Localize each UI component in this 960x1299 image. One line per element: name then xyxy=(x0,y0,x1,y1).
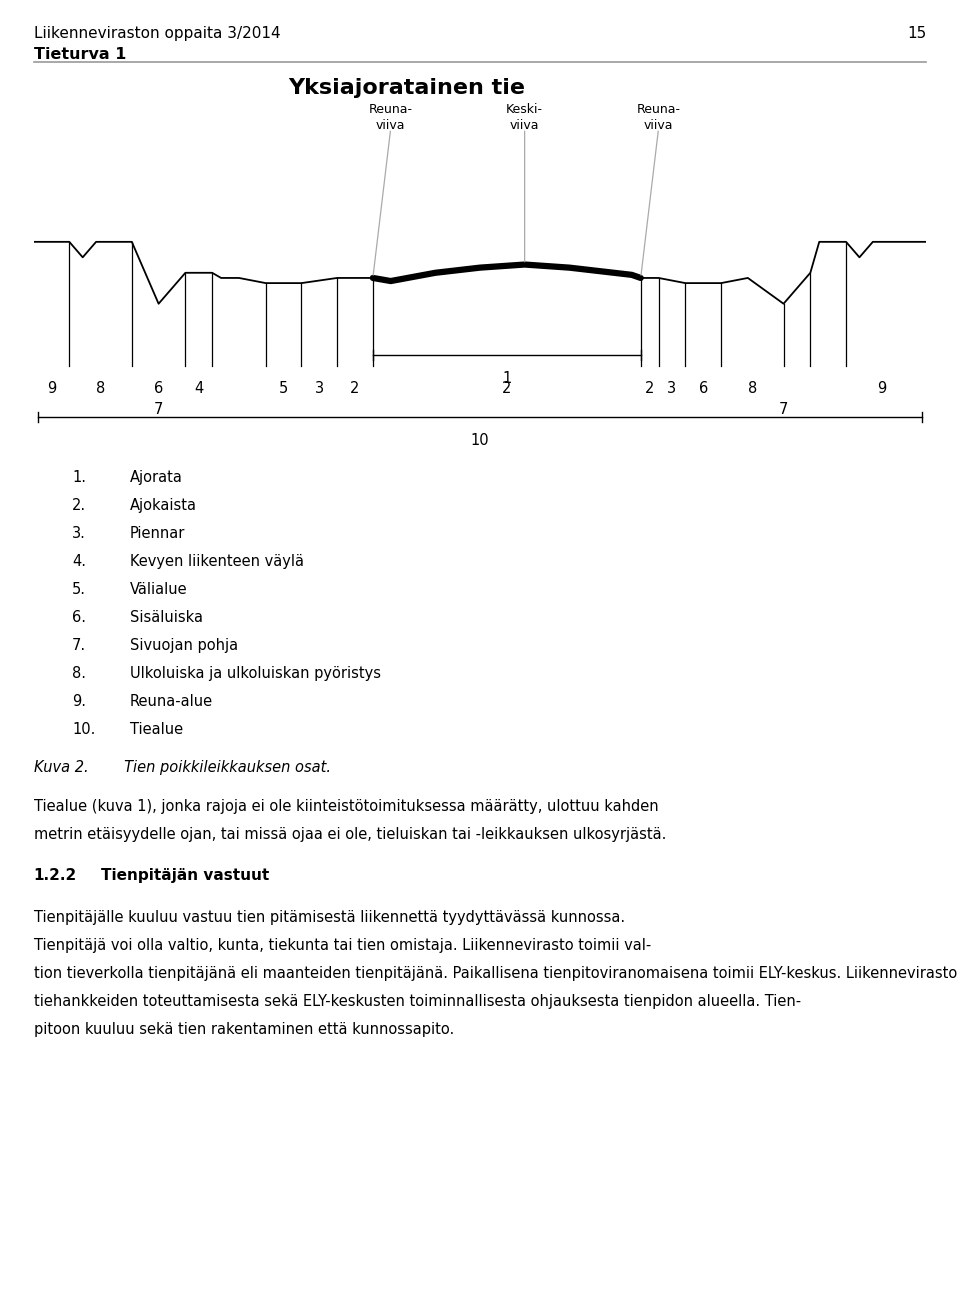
Text: Reuna-alue: Reuna-alue xyxy=(130,694,213,709)
Text: 1.2.2: 1.2.2 xyxy=(34,868,77,883)
Text: 2: 2 xyxy=(645,381,655,396)
Text: 1: 1 xyxy=(502,370,512,386)
Text: 8: 8 xyxy=(748,381,756,396)
Text: 9: 9 xyxy=(47,381,56,396)
Text: 10.: 10. xyxy=(72,721,95,737)
Text: 2: 2 xyxy=(502,381,512,396)
Text: 10: 10 xyxy=(470,433,490,448)
Text: Tienpitäjän vastuut: Tienpitäjän vastuut xyxy=(101,868,269,883)
Text: 6: 6 xyxy=(154,381,163,396)
Text: 5: 5 xyxy=(279,381,288,396)
Text: 2.: 2. xyxy=(72,498,86,513)
Text: 15: 15 xyxy=(907,26,926,42)
Text: Kevyen liikenteen väylä: Kevyen liikenteen väylä xyxy=(130,553,303,569)
Text: Ajokaista: Ajokaista xyxy=(130,498,197,513)
Text: Liikenneviraston oppaita 3/2014: Liikenneviraston oppaita 3/2014 xyxy=(34,26,280,42)
Text: Reuna-
viiva: Reuna- viiva xyxy=(636,103,681,131)
Text: Yksiajoratainen tie: Yksiajoratainen tie xyxy=(288,78,525,97)
Text: 9: 9 xyxy=(877,381,886,396)
Text: 7: 7 xyxy=(779,401,788,417)
Text: Välialue: Välialue xyxy=(130,582,187,598)
Text: Tienpitäjälle kuuluu vastuu tien pitämisestä liikennettä tyydyttävässä kunnossa.: Tienpitäjälle kuuluu vastuu tien pitämis… xyxy=(34,909,625,925)
Text: 4: 4 xyxy=(194,381,204,396)
Text: 3: 3 xyxy=(315,381,324,396)
Text: 3.: 3. xyxy=(72,526,85,542)
Text: Tieturva 1: Tieturva 1 xyxy=(34,47,126,62)
Text: 6: 6 xyxy=(699,381,708,396)
Text: 3: 3 xyxy=(667,381,677,396)
Text: Tiealue (kuva 1), jonka rajoja ei ole kiinteistötoimituksessa määrätty, ulottuu : Tiealue (kuva 1), jonka rajoja ei ole ki… xyxy=(34,799,659,814)
Text: 2: 2 xyxy=(350,381,360,396)
Text: Tien poikkileikkauksen osat.: Tien poikkileikkauksen osat. xyxy=(101,760,331,776)
Text: metrin etäisyydelle ojan, tai missä ojaa ei ole, tieluiskan tai -leikkauksen ulk: metrin etäisyydelle ojan, tai missä ojaa… xyxy=(34,826,666,842)
Text: Reuna-
viiva: Reuna- viiva xyxy=(369,103,413,131)
Text: Ajorata: Ajorata xyxy=(130,470,182,486)
Text: tion tieverkolla tienpitäjänä eli maanteiden tienpitäjänä. Paikallisena tienpito: tion tieverkolla tienpitäjänä eli maante… xyxy=(34,965,960,981)
Text: 6.: 6. xyxy=(72,609,86,625)
Text: 9.: 9. xyxy=(72,694,86,709)
Text: 7.: 7. xyxy=(72,638,86,653)
Text: Keski-
viiva: Keski- viiva xyxy=(506,103,543,131)
Text: Sisäluiska: Sisäluiska xyxy=(130,609,203,625)
Text: Ulkoluiska ja ulkoluiskan pyöristys: Ulkoluiska ja ulkoluiskan pyöristys xyxy=(130,665,380,681)
Text: Sivuojan pohja: Sivuojan pohja xyxy=(130,638,238,653)
Text: 4.: 4. xyxy=(72,553,86,569)
Text: Tienpitäjä voi olla valtio, kunta, tiekunta tai tien omistaja. Liikennevirasto t: Tienpitäjä voi olla valtio, kunta, tieku… xyxy=(34,938,651,953)
Text: 8: 8 xyxy=(96,381,106,396)
Text: 1.: 1. xyxy=(72,470,86,486)
Text: Tiealue: Tiealue xyxy=(130,721,182,737)
Text: 8.: 8. xyxy=(72,665,86,681)
Text: 7: 7 xyxy=(154,401,163,417)
Text: Piennar: Piennar xyxy=(130,526,185,542)
Text: 5.: 5. xyxy=(72,582,86,598)
Text: tiehankkeiden toteuttamisesta sekä ELY-keskusten toiminnallisesta ohjauksesta ti: tiehankkeiden toteuttamisesta sekä ELY-k… xyxy=(34,994,801,1009)
Text: Kuva 2.: Kuva 2. xyxy=(34,760,88,776)
Text: pitoon kuuluu sekä tien rakentaminen että kunnossapito.: pitoon kuuluu sekä tien rakentaminen ett… xyxy=(34,1021,454,1037)
